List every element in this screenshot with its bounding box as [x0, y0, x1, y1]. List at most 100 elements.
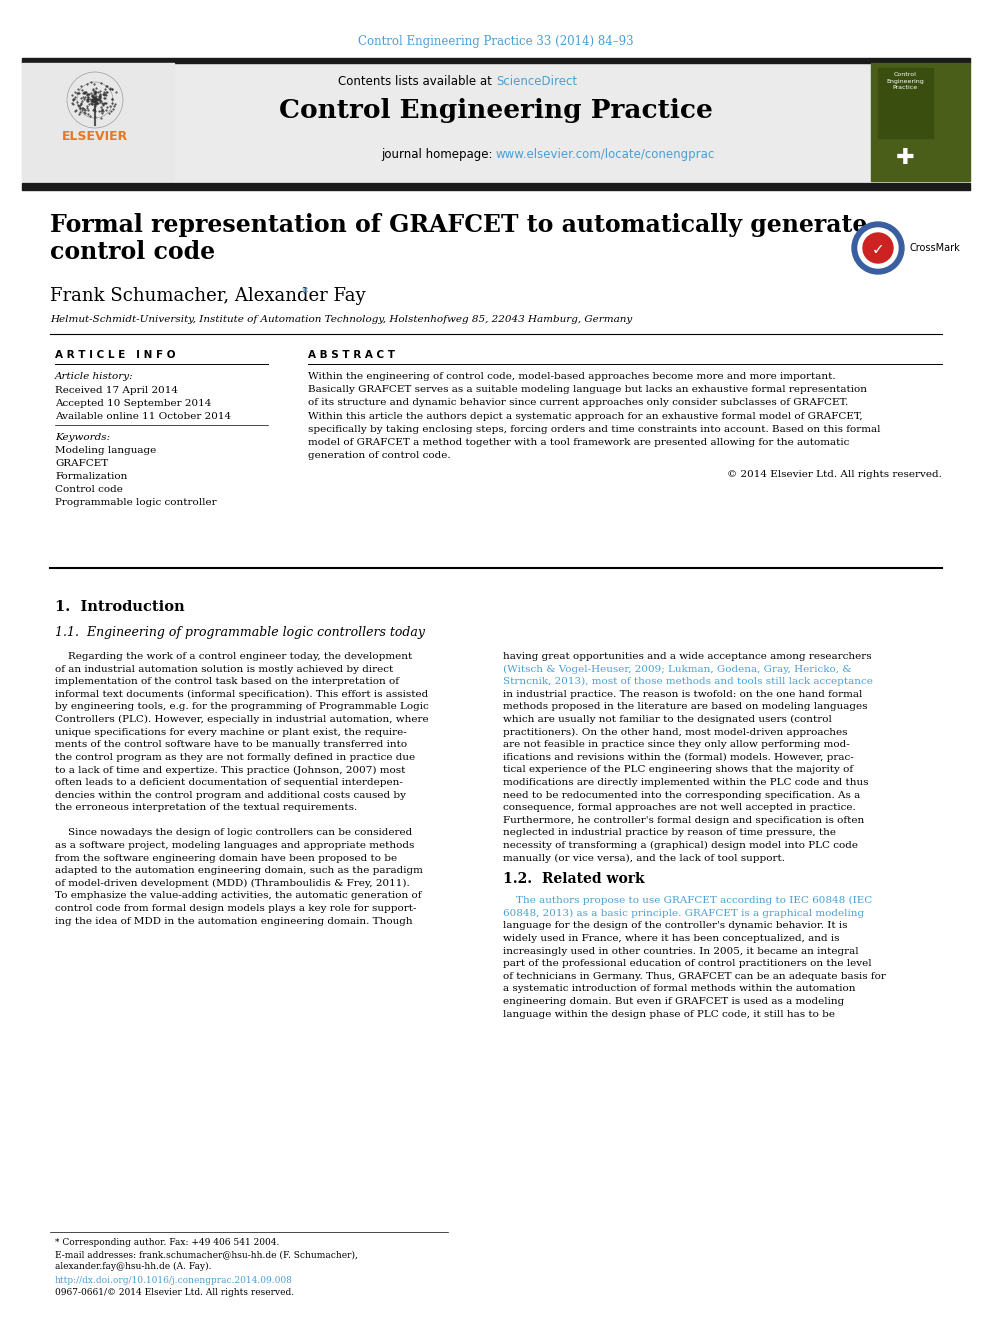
Text: practitioners). On the other hand, most model-driven approaches: practitioners). On the other hand, most …	[503, 728, 847, 737]
Text: Formalization: Formalization	[55, 472, 127, 482]
Text: Available online 11 October 2014: Available online 11 October 2014	[55, 411, 231, 421]
Text: to a lack of time and expertize. This practice (Johnson, 2007) most: to a lack of time and expertize. This pr…	[55, 766, 406, 774]
Text: Control
Engineering
Practice: Control Engineering Practice	[886, 71, 924, 90]
Text: Since nowadays the design of logic controllers can be considered: Since nowadays the design of logic contr…	[55, 828, 413, 837]
Text: a systematic introduction of formal methods within the automation: a systematic introduction of formal meth…	[503, 984, 855, 994]
Text: A B S T R A C T: A B S T R A C T	[308, 351, 395, 360]
Text: Keywords:: Keywords:	[55, 433, 110, 442]
Bar	[878, 67, 933, 138]
Text: ELSEVIER: ELSEVIER	[62, 130, 128, 143]
Text: widely used in France, where it has been conceptualized, and is: widely used in France, where it has been…	[503, 934, 839, 943]
Text: 0967-0661/© 2014 Elsevier Ltd. All rights reserved.: 0967-0661/© 2014 Elsevier Ltd. All right…	[55, 1289, 294, 1297]
Text: of its structure and dynamic behavior since current approaches only consider sub: of its structure and dynamic behavior si…	[308, 398, 848, 407]
Text: *: *	[302, 287, 309, 300]
Text: increasingly used in other countries. In 2005, it became an integral: increasingly used in other countries. In…	[503, 946, 859, 955]
Text: ✚: ✚	[896, 148, 915, 168]
Text: implementation of the control task based on the interpretation of: implementation of the control task based…	[55, 677, 399, 687]
Text: Frank Schumacher, Alexander Fay: Frank Schumacher, Alexander Fay	[50, 287, 366, 306]
Text: A R T I C L E   I N F O: A R T I C L E I N F O	[55, 351, 176, 360]
Text: the control program as they are not formally defined in practice due: the control program as they are not form…	[55, 753, 415, 762]
Text: Control Engineering Practice: Control Engineering Practice	[279, 98, 713, 123]
Text: are not feasible in practice since they only allow performing mod-: are not feasible in practice since they …	[503, 740, 850, 749]
Text: of model-driven development (MDD) (Thramboulidis & Frey, 2011).: of model-driven development (MDD) (Thram…	[55, 878, 410, 888]
Text: adapted to the automation engineering domain, such as the paradigm: adapted to the automation engineering do…	[55, 867, 423, 876]
Text: language within the design phase of PLC code, it still has to be: language within the design phase of PLC …	[503, 1009, 835, 1019]
Circle shape	[863, 233, 893, 263]
Text: control code from formal design models plays a key role for support-: control code from formal design models p…	[55, 904, 417, 913]
Text: Article history:: Article history:	[55, 372, 134, 381]
Text: from the software engineering domain have been proposed to be: from the software engineering domain hav…	[55, 853, 397, 863]
Text: The authors propose to use GRAFCET according to IEC 60848 (IEC: The authors propose to use GRAFCET accor…	[503, 896, 872, 905]
Text: Within the engineering of control code, model-based approaches become more and m: Within the engineering of control code, …	[308, 372, 835, 381]
Text: often leads to a deficient documentation of sequential interdepen-: often leads to a deficient documentation…	[55, 778, 403, 787]
Text: ✓: ✓	[872, 242, 885, 258]
Bar	[878, 67, 933, 138]
Text: of technicians in Germany. Thus, GRAFCET can be an adequate basis for: of technicians in Germany. Thus, GRAFCET…	[503, 972, 886, 980]
Text: specifically by taking enclosing steps, forcing orders and time constraints into: specifically by taking enclosing steps, …	[308, 425, 881, 434]
Text: To emphasize the value-adding activities, the automatic generation of: To emphasize the value-adding activities…	[55, 892, 422, 901]
Text: 1.2.  Related work: 1.2. Related work	[503, 872, 645, 886]
Text: Modeling language: Modeling language	[55, 446, 157, 455]
Text: neglected in industrial practice by reason of time pressure, the: neglected in industrial practice by reas…	[503, 828, 836, 837]
Text: GRAFCET: GRAFCET	[55, 459, 108, 468]
Text: Received 17 April 2014: Received 17 April 2014	[55, 386, 178, 396]
Text: 1.1.  Engineering of programmable logic controllers today: 1.1. Engineering of programmable logic c…	[55, 626, 425, 639]
Text: methods proposed in the literature are based on modeling languages: methods proposed in the literature are b…	[503, 703, 867, 712]
Bar	[22, 58, 970, 64]
Text: Formal representation of GRAFCET to automatically generate: Formal representation of GRAFCET to auto…	[50, 213, 867, 237]
Text: having great opportunities and a wide acceptance among researchers: having great opportunities and a wide ac…	[503, 652, 872, 662]
Text: Controllers (PLC). However, especially in industrial automation, where: Controllers (PLC). However, especially i…	[55, 714, 429, 724]
Text: Furthermore, he controller's formal design and specification is often: Furthermore, he controller's formal desi…	[503, 816, 864, 824]
Text: 1.  Introduction: 1. Introduction	[55, 601, 185, 614]
Text: Regarding the work of a control engineer today, the development: Regarding the work of a control engineer…	[55, 652, 413, 662]
Text: tical experience of the PLC engineering shows that the majority of: tical experience of the PLC engineering …	[503, 766, 853, 774]
Text: need to be redocumented into the corresponding specification. As a: need to be redocumented into the corresp…	[503, 791, 860, 799]
Text: in industrial practice. The reason is twofold: on the one hand formal: in industrial practice. The reason is tw…	[503, 689, 862, 699]
Circle shape	[852, 222, 904, 274]
Bar	[22, 183, 970, 191]
Circle shape	[858, 228, 898, 269]
Text: Helmut-Schmidt-University, Institute of Automation Technology, Holstenhofweg 85,: Helmut-Schmidt-University, Institute of …	[50, 315, 632, 324]
Text: journal homepage:: journal homepage:	[381, 148, 496, 161]
Bar	[871, 64, 970, 181]
Text: (Witsch & Vogel-Heuser, 2009; Lukman, Godena, Gray, Hericko, &: (Witsch & Vogel-Heuser, 2009; Lukman, Go…	[503, 664, 851, 673]
Text: language for the design of the controller's dynamic behavior. It is: language for the design of the controlle…	[503, 921, 847, 930]
Text: © 2014 Elsevier Ltd. All rights reserved.: © 2014 Elsevier Ltd. All rights reserved…	[727, 471, 942, 479]
Text: http://dx.doi.org/10.1016/j.conengprac.2014.09.008: http://dx.doi.org/10.1016/j.conengprac.2…	[55, 1275, 293, 1285]
Text: alexander.fay@hsu-hh.de (A. Fay).: alexander.fay@hsu-hh.de (A. Fay).	[55, 1262, 211, 1271]
Text: engineering domain. But even if GRAFCET is used as a modeling: engineering domain. But even if GRAFCET …	[503, 998, 844, 1005]
Text: Contents lists available at: Contents lists available at	[338, 75, 496, 89]
Text: www.elsevier.com/locate/conengprac: www.elsevier.com/locate/conengprac	[496, 148, 715, 161]
Text: which are usually not familiar to the designated users (control: which are usually not familiar to the de…	[503, 714, 832, 724]
Text: model of GRAFCET a method together with a tool framework are presented allowing : model of GRAFCET a method together with …	[308, 438, 849, 447]
Text: 60848, 2013) as a basic principle. GRAFCET is a graphical modeling: 60848, 2013) as a basic principle. GRAFC…	[503, 909, 864, 918]
Text: generation of control code.: generation of control code.	[308, 451, 450, 460]
Text: part of the professional education of control practitioners on the level: part of the professional education of co…	[503, 959, 872, 968]
Text: Programmable logic controller: Programmable logic controller	[55, 497, 216, 507]
Bar	[22, 64, 870, 181]
Text: ments of the control software have to be manually transferred into: ments of the control software have to be…	[55, 740, 407, 749]
Text: by engineering tools, e.g. for the programming of Programmable Logic: by engineering tools, e.g. for the progr…	[55, 703, 429, 712]
Text: Control code: Control code	[55, 486, 123, 493]
Text: consequence, formal approaches are not well accepted in practice.: consequence, formal approaches are not w…	[503, 803, 856, 812]
Text: the erroneous interpretation of the textual requirements.: the erroneous interpretation of the text…	[55, 803, 357, 812]
Text: Within this article the authors depict a systematic approach for an exhaustive f: Within this article the authors depict a…	[308, 411, 863, 421]
Text: of an industrial automation solution is mostly achieved by direct: of an industrial automation solution is …	[55, 664, 393, 673]
Text: modifications are directly implemented within the PLC code and thus: modifications are directly implemented w…	[503, 778, 869, 787]
Bar	[22, 64, 174, 181]
Text: Accepted 10 September 2014: Accepted 10 September 2014	[55, 400, 211, 407]
Text: unique specifications for every machine or plant exist, the require-: unique specifications for every machine …	[55, 728, 407, 737]
Text: control code: control code	[50, 239, 215, 265]
Text: E-mail addresses: frank.schumacher@hsu-hh.de (F. Schumacher),: E-mail addresses: frank.schumacher@hsu-h…	[55, 1250, 358, 1259]
Text: ScienceDirect: ScienceDirect	[496, 75, 577, 89]
Text: informal text documents (informal specification). This effort is assisted: informal text documents (informal specif…	[55, 689, 429, 699]
Text: Basically GRAFCET serves as a suitable modeling language but lacks an exhaustive: Basically GRAFCET serves as a suitable m…	[308, 385, 867, 394]
Text: CrossMark: CrossMark	[910, 243, 960, 253]
Text: manually (or vice versa), and the lack of tool support.: manually (or vice versa), and the lack o…	[503, 853, 785, 863]
Text: Control Engineering Practice 33 (2014) 84–93: Control Engineering Practice 33 (2014) 8…	[358, 34, 634, 48]
Text: dencies within the control program and additional costs caused by: dencies within the control program and a…	[55, 791, 406, 799]
Text: * Corresponding author. Fax: +49 406 541 2004.: * Corresponding author. Fax: +49 406 541…	[55, 1238, 280, 1248]
Text: necessity of transforming a (graphical) design model into PLC code: necessity of transforming a (graphical) …	[503, 841, 858, 851]
Text: as a software project, modeling languages and appropriate methods: as a software project, modeling language…	[55, 841, 415, 849]
Text: Strncnik, 2013), most of those methods and tools still lack acceptance: Strncnik, 2013), most of those methods a…	[503, 677, 873, 687]
